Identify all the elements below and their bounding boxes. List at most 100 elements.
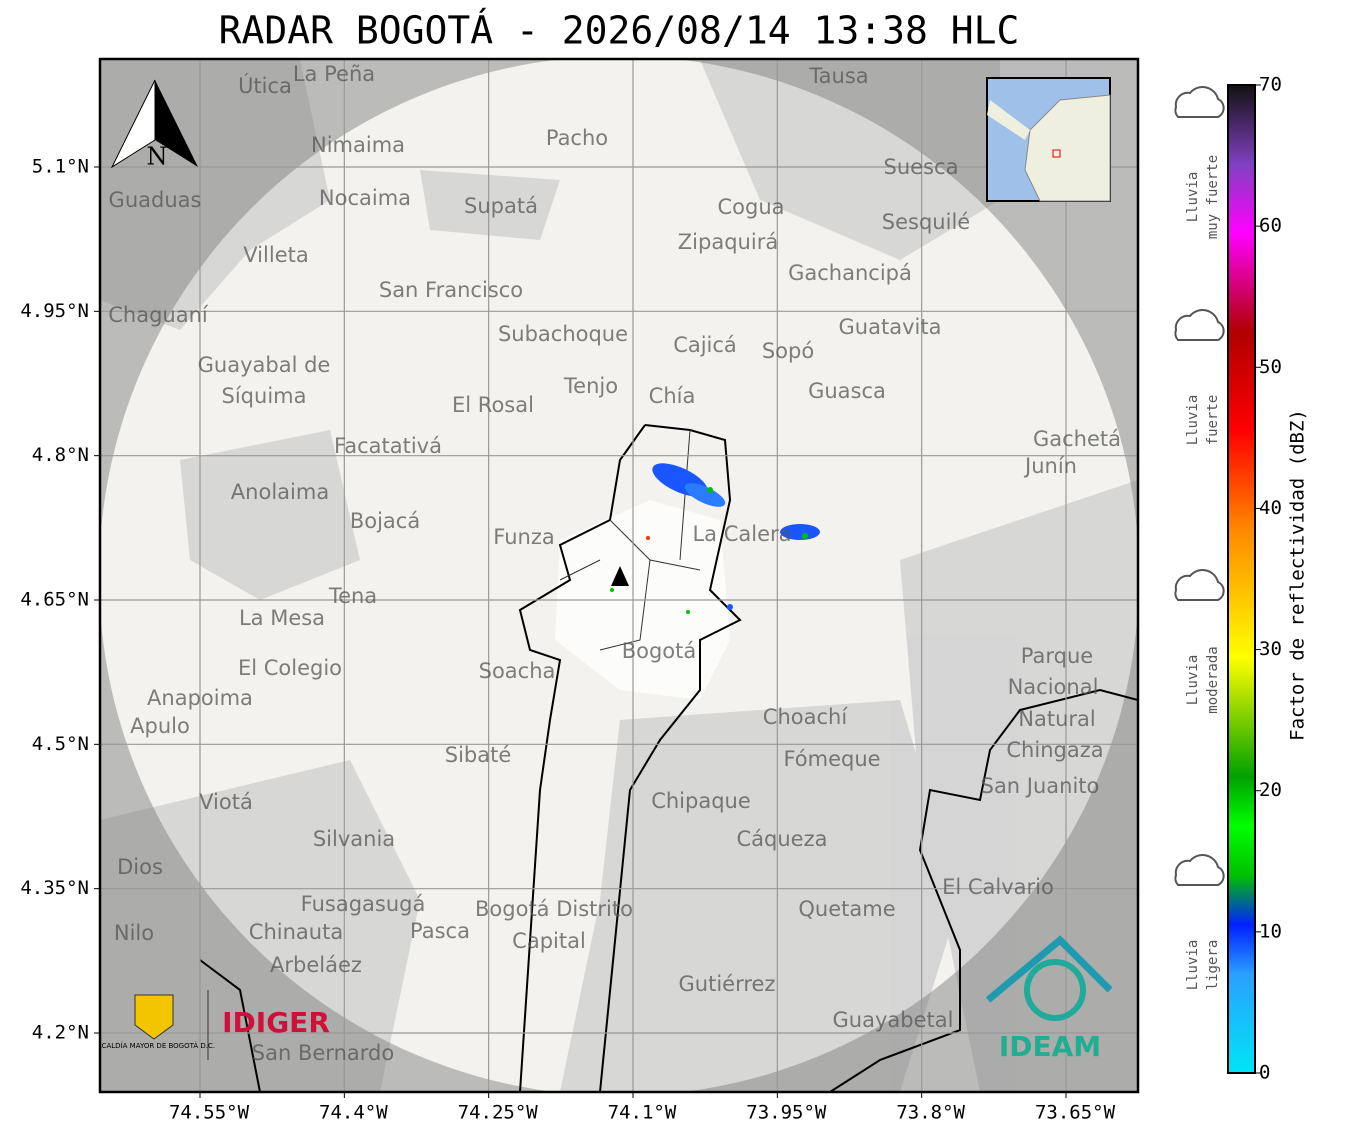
colorbar-tick-label: 70 (1259, 74, 1282, 96)
lat-tick-label: 5.1°N (32, 156, 89, 178)
place-label: La Calera (692, 522, 791, 546)
place-label: Arbeláez (270, 953, 362, 977)
lat-tick-label: 4.65°N (20, 589, 89, 611)
place-label: La Peña (293, 62, 375, 86)
place-label: Gachetá (1033, 427, 1121, 451)
place-label: San Bernardo (252, 1041, 394, 1065)
place-label: Cáqueza (737, 827, 828, 851)
place-label: Gachancipá (788, 261, 912, 285)
place-label: San Francisco (379, 278, 523, 302)
place-label: Nacional (1008, 675, 1099, 699)
logo-alcaldia: ALCALDÍA MAYOR DE BOGOTÁ D.C. IDIGER (93, 990, 330, 1060)
colorbar-tick-label: 60 (1259, 215, 1282, 237)
colorbar-tick-label: 30 (1259, 638, 1282, 660)
place-label: Dios (117, 855, 163, 879)
idiger-text: IDIGER (222, 1006, 330, 1039)
place-label: Zipaquirá (678, 230, 778, 254)
place-label: Funza (493, 525, 554, 549)
place-label: Bojacá (350, 509, 420, 533)
rain-level-label: fuerte (1205, 395, 1221, 446)
lat-tick-label: 4.35°N (20, 877, 89, 899)
radar-echoes (610, 463, 820, 614)
place-label: Quetame (798, 897, 895, 921)
lon-tick-label: 74.55°W (169, 1102, 250, 1124)
boundaries (199, 424, 1138, 1092)
place-label: Fusagasugá (301, 892, 426, 916)
place-label: Guayabetal (833, 1008, 954, 1032)
lat-tick-label: 4.8°N (32, 444, 89, 466)
place-label: Chía (649, 384, 696, 408)
logo-ideam: IDEAM (985, 935, 1113, 1063)
place-label: Facatativá (334, 434, 442, 458)
lat-tick-label: 4.95°N (20, 300, 89, 322)
colorbar-tick-label: 10 (1259, 920, 1282, 942)
lon-tick-label: 74.25°W (458, 1102, 539, 1124)
place-label: Anapoima (147, 686, 253, 710)
lat-tick-label: 4.2°N (32, 1022, 89, 1044)
place-label: Natural (1018, 707, 1095, 731)
rain-level-label: Lluvia (1185, 395, 1201, 446)
axes: 74.55°W 74.4°W 74.25°W 74.1°W 73.95°W 73.8°W 7… (20, 156, 1115, 1124)
rain-level-label: Lluvia (1185, 940, 1201, 991)
place-label: Chipaque (651, 789, 751, 813)
place-label: Chinauta (249, 920, 343, 944)
place-label: Gutiérrez (679, 972, 776, 996)
north-arrow: N (110, 79, 198, 171)
radar-site (611, 566, 629, 586)
place-label: Sesquilé (882, 210, 970, 234)
place-label: El Calvario (942, 875, 1054, 899)
colorbar-tick-label: 20 (1259, 779, 1282, 801)
place-label: Tausa (808, 64, 868, 88)
rain-level-label: Lluvia (1185, 655, 1201, 706)
place-label: Chaguaní (108, 303, 209, 327)
lat-tick-label: 4.5°N (32, 733, 89, 755)
place-label: Pasca (410, 919, 470, 943)
place-label: Cajicá (673, 333, 737, 357)
graticule (100, 59, 1138, 1092)
place-label: Pacho (546, 126, 608, 150)
place-label: La Mesa (239, 606, 325, 630)
rain-level-label: ligera (1205, 940, 1221, 991)
place-label: Supatá (464, 194, 538, 218)
ideam-text: IDEAM (999, 1030, 1101, 1063)
alcaldia-text: ALCALDÍA MAYOR DE BOGOTÁ D.C. (93, 1041, 215, 1050)
place-label: Fómeque (783, 747, 880, 771)
place-label: Útica (238, 73, 292, 98)
place-label: Bogotá (622, 639, 697, 663)
place-label: Chingaza (1006, 738, 1103, 762)
place-label: Sibaté (445, 743, 512, 767)
place-label: El Colegio (238, 656, 342, 680)
rain-level-label: muy fuerte (1205, 155, 1221, 239)
rain-icon (1174, 309, 1225, 341)
terrain (100, 60, 1138, 1092)
lon-tick-label: 74.4°W (319, 1102, 388, 1124)
place-label: Capital (512, 929, 586, 953)
place-label: Nimaima (311, 133, 405, 157)
place-label: Guatavita (839, 315, 942, 339)
place-label: San Juanito (981, 774, 1100, 798)
place-label: Soacha (479, 659, 556, 683)
place-label: Tena (328, 584, 377, 608)
place-label: Subachoque (498, 322, 628, 346)
lon-tick-label: 73.65°W (1035, 1102, 1116, 1124)
place-label: Sopó (762, 339, 814, 363)
colorbar-label: Factor de reflectividad (dBZ) (1287, 409, 1309, 741)
map-frame (98, 57, 1140, 1094)
place-label: Nilo (114, 921, 154, 945)
place-label: Villeta (243, 243, 308, 267)
place-label: Síquima (222, 384, 307, 408)
place-label: El Rosal (452, 393, 534, 417)
place-label: Nocaima (319, 186, 411, 210)
rain-level-label: Lluvia (1185, 172, 1201, 223)
lon-tick-label: 74.1°W (608, 1102, 677, 1124)
place-label: Bogotá Distrito (475, 897, 633, 921)
rain-icon (1174, 854, 1225, 886)
place-label: Apulo (130, 714, 190, 738)
inset-map (986, 77, 1111, 202)
colorbar-tick-label: 0 (1259, 1062, 1270, 1084)
